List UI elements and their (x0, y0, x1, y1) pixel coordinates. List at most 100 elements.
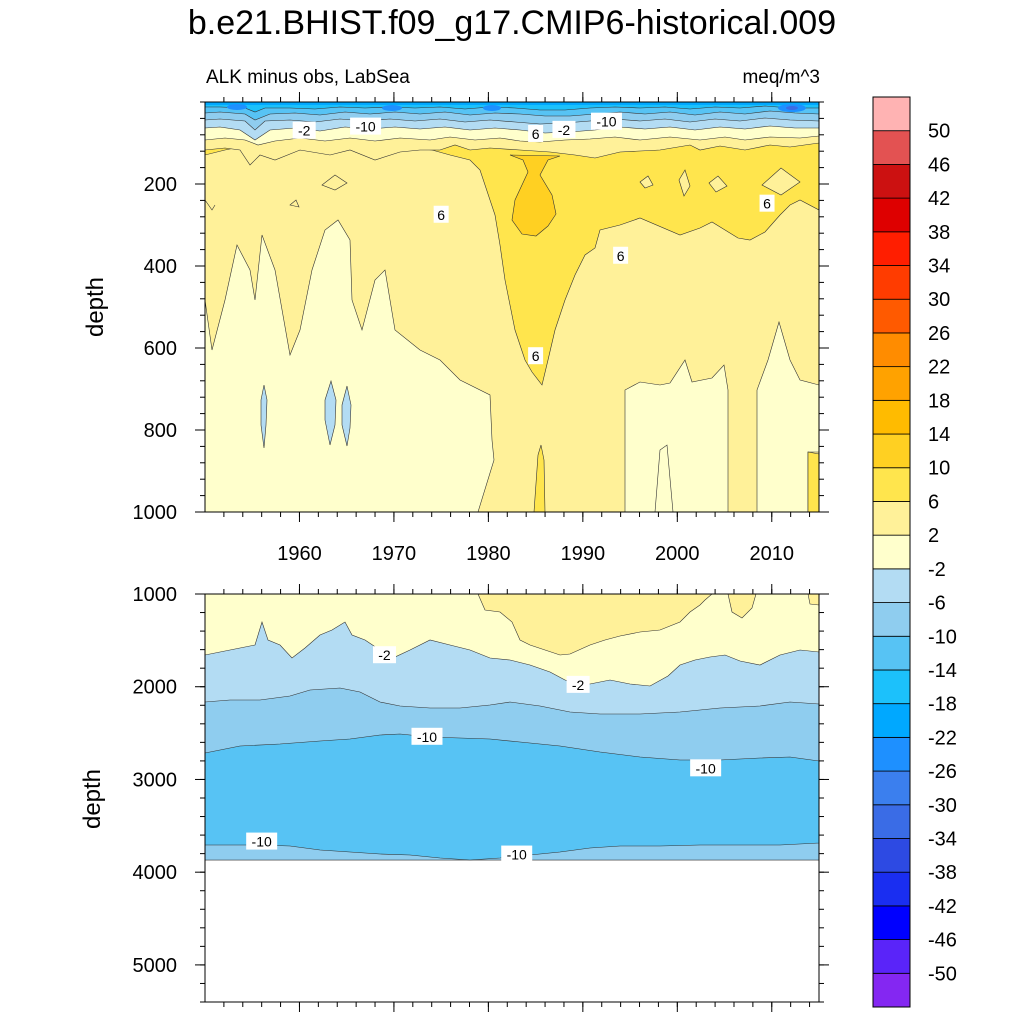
colorbar-label: 42 (928, 188, 950, 210)
colorbar-swatch (872, 736, 911, 772)
contour-label-text: -10 (252, 834, 272, 850)
y-tick-label: 1000 (133, 502, 178, 524)
fill-m2-to-2-right-a (624, 359, 729, 512)
colorbar-swatch (872, 501, 911, 536)
colorbar-swatch (872, 298, 911, 334)
lower-y-axis-label: depth (79, 769, 106, 829)
subtitle-left: ALK minus obs, LabSea (206, 67, 410, 88)
colorbar-swatch (872, 96, 911, 132)
y-tick-label: 400 (144, 256, 177, 278)
fill-2-to-6-island-e (761, 167, 801, 196)
contour-label-box (528, 347, 544, 365)
colorbar-label: -22 (928, 727, 957, 749)
contour-label-text: -2 (572, 677, 585, 693)
colorbar-label: -2 (928, 559, 946, 581)
fill-m22-to-m18-surface-band (205, 102, 819, 105)
x-tick-label: 2000 (655, 543, 700, 565)
contour-label-box (433, 205, 449, 223)
contour-line-upper-6 (205, 199, 300, 211)
fill-2-to-6-island-a (321, 174, 348, 191)
contour-label: -10 (246, 832, 278, 850)
colorbar-label: 22 (928, 357, 950, 379)
y-tick-label: 3000 (133, 769, 178, 791)
fill-2-to-6-island-c (678, 169, 691, 197)
colorbar-swatch (872, 534, 911, 570)
colorbar-swatch (872, 332, 911, 368)
colorbar-swatch (872, 939, 911, 974)
contour-label-box (501, 845, 533, 863)
contour-label-text: -2 (298, 123, 311, 139)
fill-m2-to-2-strip (654, 444, 674, 512)
colorbar-swatch (872, 164, 911, 199)
contour-label: -2 (292, 121, 316, 139)
colorbar-swatch (872, 669, 911, 705)
contour-label-text: -10 (507, 847, 527, 863)
contour-label-box (759, 194, 775, 212)
colorbar-swatch (872, 265, 911, 300)
contour-label-text: 6 (532, 126, 540, 142)
fill-10-to-14-core (509, 154, 561, 237)
colorbar-label: -42 (928, 896, 957, 918)
contour-label: -10 (411, 727, 443, 745)
contour-label: 6 (528, 124, 544, 142)
contour-label: -10 (590, 112, 622, 130)
colorbar-label: -26 (928, 761, 957, 783)
contour-label: 6 (759, 194, 775, 212)
colorbar-label: -50 (928, 963, 957, 985)
contour-label-text: 6 (532, 348, 540, 364)
colorbar-swatch (872, 804, 911, 839)
colorbar-swatch (872, 130, 911, 165)
x-tick-label: 1990 (561, 543, 606, 565)
colorbar-label: 10 (928, 458, 950, 480)
colorbar-label: 26 (928, 323, 950, 345)
colorbar-swatch (872, 231, 911, 266)
colorbar-swatch (872, 635, 911, 671)
y-tick-label: 4000 (133, 862, 178, 884)
contour-label: -10 (501, 845, 533, 863)
colorbar-label: 6 (928, 491, 939, 513)
y-tick-label: 2000 (133, 677, 178, 699)
contour-label-box (411, 727, 443, 745)
contour-label-text: 6 (617, 248, 625, 264)
colorbar-label: -46 (928, 930, 957, 952)
contour-label: -2 (566, 675, 590, 693)
contour-label-box (590, 112, 622, 130)
colorbar-swatch (872, 399, 911, 435)
colorbar-label: 18 (928, 390, 950, 412)
fill-strong-neg-eddy-b (382, 105, 402, 111)
colorbar-swatch (872, 433, 911, 469)
fill-strong-neg-eddy-c (483, 105, 501, 111)
y-tick-label: 600 (144, 338, 177, 360)
fill-strong-neg-eddy-a (227, 104, 247, 110)
fill-m6-to-m2-pocket-c (341, 385, 352, 447)
fill-6-to-10-sliver-b (807, 451, 819, 512)
colorbar-swatch (872, 770, 911, 806)
colorbar-swatch (872, 602, 911, 637)
colorbar-swatch (872, 838, 911, 873)
fill-strong-neg-eddy-e (786, 106, 798, 110)
contour-label-text: -10 (417, 729, 437, 745)
colorbar-swatch (872, 905, 911, 940)
contour-label-text: 6 (437, 207, 445, 223)
fill-m2-to-2-deep (205, 219, 495, 512)
colorbar-swatch (872, 568, 911, 603)
contour-label: 6 (613, 246, 629, 264)
upper-plot-frame (204, 101, 820, 513)
colorbar-label: 38 (928, 222, 950, 244)
colorbar-label: 46 (928, 154, 950, 176)
contour-label: 6 (528, 347, 544, 365)
lower-contour-field (205, 594, 819, 1002)
y-tick-label: 5000 (133, 955, 178, 977)
y-tick-label: 800 (144, 420, 177, 442)
colorbar-label: -34 (928, 828, 957, 850)
colorbar-label: -10 (928, 626, 957, 648)
contour-label-text: -10 (355, 119, 375, 135)
contour-label-box (246, 832, 278, 850)
upper-y-axis-label: depth (82, 277, 109, 337)
contour-label-box (566, 675, 590, 693)
fill-2-to-6-island-d (708, 175, 728, 193)
contour-label-text: 6 (763, 196, 771, 212)
colorbar-swatch (872, 972, 911, 1008)
contour-label: -10 (690, 759, 722, 777)
colorbar-label: 50 (928, 121, 950, 143)
